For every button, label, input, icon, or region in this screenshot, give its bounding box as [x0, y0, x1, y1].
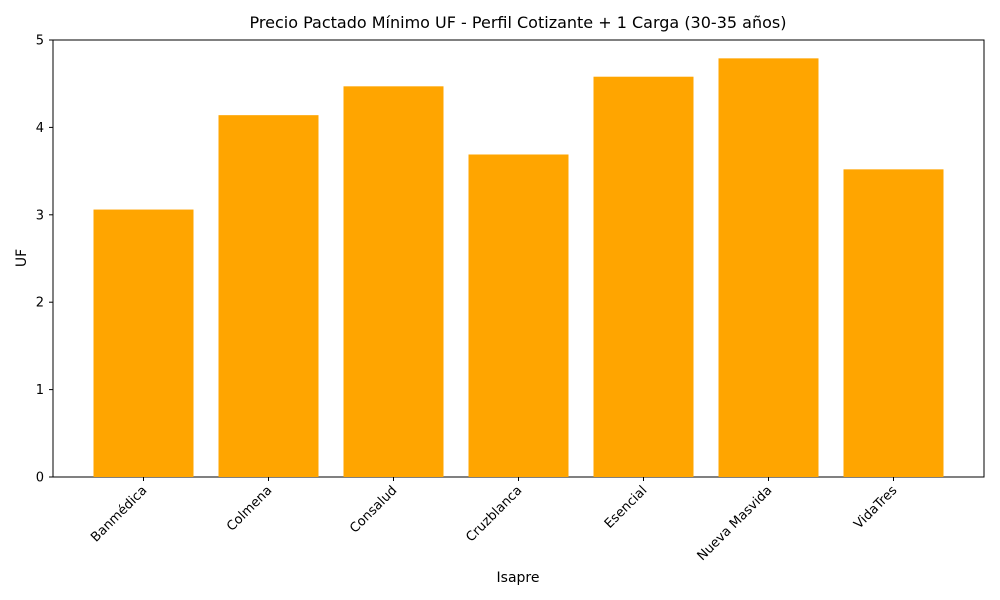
x-axis-ticks: Banmédica Colmena Consalud Cruzblanca Esenci… — [88, 477, 900, 564]
bar-consalud — [343, 86, 444, 478]
x-tick-label: Esencial — [602, 483, 650, 531]
x-tick-label: Nueva Masvida — [695, 483, 776, 564]
x-tick-label: Colmena — [224, 483, 275, 534]
y-axis-label: UF — [14, 249, 30, 267]
x-tick-label: Consalud — [347, 483, 400, 536]
x-tick-label: Cruzblanca — [463, 483, 525, 545]
bar-cruzblanca — [468, 154, 569, 477]
x-tick-label: VidaTres — [851, 483, 900, 532]
plot-area: 0 1 2 3 4 5 Banmédica Colmena Consalud Cruzblanc… — [36, 34, 985, 564]
y-tick-label: 5 — [36, 34, 44, 49]
x-axis-label: Isapre — [497, 570, 540, 586]
y-tick-label: 3 — [36, 208, 44, 223]
y-tick-label: 1 — [36, 383, 44, 398]
x-tick-label: Banmédica — [88, 483, 150, 545]
bar-banm-dica — [93, 209, 194, 477]
y-tick-label: 2 — [36, 296, 44, 311]
bars-group — [93, 58, 944, 478]
bar-colmena — [218, 115, 319, 477]
bar-nueva-masvida — [718, 58, 819, 477]
y-tick-label: 0 — [36, 471, 44, 486]
bar-esencial — [593, 76, 694, 477]
y-axis-ticks: 0 1 2 3 4 5 — [36, 34, 53, 486]
y-tick-label: 4 — [36, 121, 44, 136]
chart-title: Precio Pactado Mínimo UF - Perfil Cotiza… — [250, 13, 787, 32]
bar-vidatres — [843, 169, 944, 478]
